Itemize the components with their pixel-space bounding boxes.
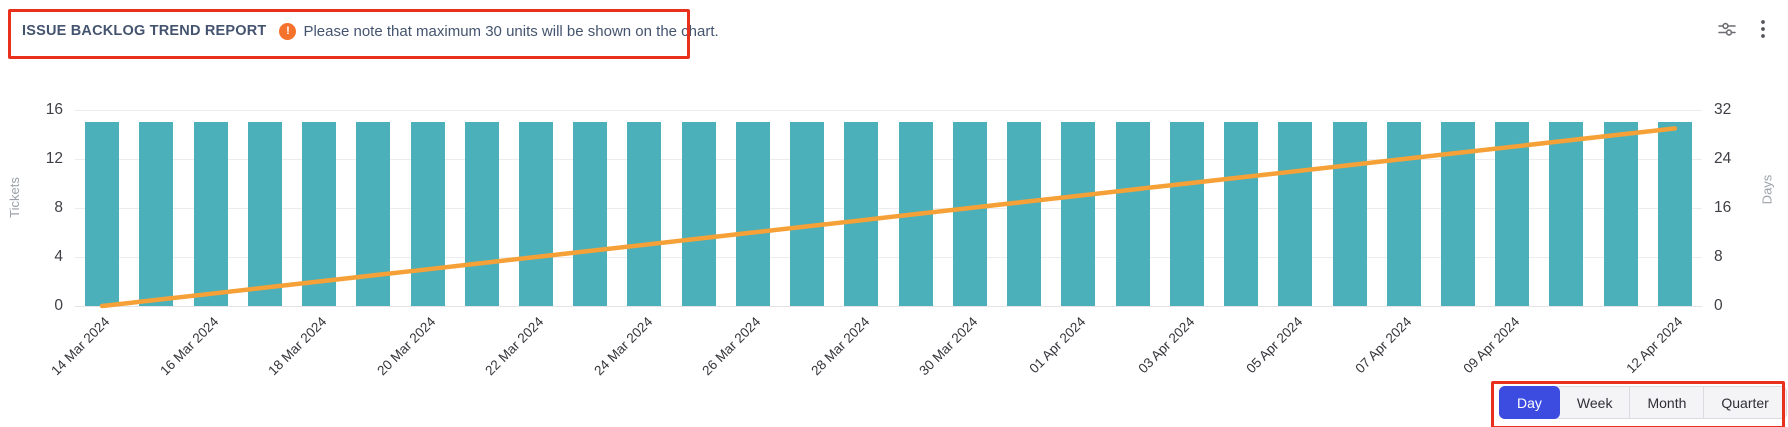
- bar-series-tickets: [75, 110, 1702, 306]
- bar[interactable]: [302, 122, 337, 306]
- left-axis-title: Tickets: [6, 177, 22, 218]
- axis-tick-label: 0: [54, 297, 63, 314]
- bar[interactable]: [844, 122, 879, 306]
- axis-tick-label: 16: [1714, 199, 1732, 216]
- bar[interactable]: [790, 122, 825, 306]
- bar[interactable]: [1549, 122, 1584, 306]
- bar[interactable]: [464, 122, 499, 306]
- note-text: Please note that maximum 30 units will b…: [303, 22, 719, 40]
- chart-plot-area: [75, 110, 1702, 309]
- bar[interactable]: [573, 122, 608, 306]
- x-axis-date-label: 09 Apr 2024: [1460, 314, 1523, 377]
- x-axis-date-label: 30 Mar 2024: [916, 314, 981, 379]
- bar[interactable]: [1061, 122, 1096, 306]
- gridline: [75, 208, 1702, 209]
- left-axis-ticks: 16 12 8 4 0: [0, 101, 63, 314]
- bar[interactable]: [410, 122, 445, 306]
- axis-tick-label: 8: [1714, 248, 1723, 265]
- bar[interactable]: [139, 122, 174, 306]
- max-units-note: ! Please note that maximum 30 units will…: [279, 22, 719, 40]
- bar[interactable]: [1115, 122, 1150, 306]
- x-axis-date-label: 16 Mar 2024: [156, 314, 222, 379]
- bar[interactable]: [518, 122, 553, 306]
- gridline: [75, 257, 1702, 258]
- x-axis-date-label: 14 Mar 2024: [48, 314, 113, 379]
- page-title: ISSUE BACKLOG TREND REPORT: [22, 23, 267, 39]
- gridline: [75, 110, 1702, 111]
- period-button-day[interactable]: Day: [1499, 386, 1560, 419]
- x-axis-date-label: 24 Mar 2024: [590, 314, 656, 379]
- right-axis-title: Days: [1759, 174, 1775, 205]
- axis-tick-label: 32: [1714, 101, 1732, 118]
- period-button-week[interactable]: Week: [1560, 387, 1631, 418]
- bar[interactable]: [1224, 122, 1259, 306]
- axis-tick-label: 8: [54, 199, 63, 216]
- axis-tick-label: 4: [54, 248, 63, 265]
- period-toggle-group: Day Week Month Quarter: [1499, 386, 1787, 419]
- alert-circle-icon: !: [279, 22, 297, 40]
- bar[interactable]: [1278, 122, 1313, 306]
- axis-tick-label: 24: [1714, 150, 1732, 167]
- bar[interactable]: [1169, 122, 1204, 306]
- x-axis-date-label: 05 Apr 2024: [1243, 314, 1306, 377]
- axis-tick-label: 0: [1714, 297, 1723, 314]
- period-button-month[interactable]: Month: [1630, 387, 1705, 418]
- bar[interactable]: [247, 122, 282, 306]
- x-axis-date-label: 26 Mar 2024: [699, 314, 764, 379]
- bar[interactable]: [627, 122, 662, 306]
- bar[interactable]: [735, 122, 770, 306]
- bar[interactable]: [1495, 122, 1530, 306]
- kebab-menu-icon[interactable]: [1760, 18, 1766, 40]
- x-axis-date-label: 28 Mar 2024: [807, 314, 872, 379]
- bar[interactable]: [1332, 122, 1367, 306]
- report-header: ISSUE BACKLOG TREND REPORT ! Please note…: [22, 0, 719, 62]
- x-axis-date-label: 20 Mar 2024: [373, 314, 439, 379]
- x-axis-date-label: 03 Apr 2024: [1135, 314, 1198, 377]
- bar[interactable]: [193, 122, 228, 306]
- bar[interactable]: [952, 122, 987, 306]
- chart-toolbar: [1716, 18, 1766, 40]
- x-axis-date-label: 12 Apr 2024: [1623, 314, 1686, 377]
- bar[interactable]: [1007, 122, 1042, 306]
- x-axis-date-label: 22 Mar 2024: [482, 314, 547, 379]
- period-button-quarter[interactable]: Quarter: [1704, 387, 1785, 418]
- filter-sliders-icon[interactable]: [1716, 18, 1738, 40]
- bar[interactable]: [85, 122, 120, 306]
- gridline: [75, 306, 1702, 307]
- bar[interactable]: [681, 122, 716, 306]
- bar[interactable]: [1657, 122, 1692, 306]
- axis-tick-label: 12: [45, 150, 63, 167]
- x-axis-date-label: 07 Apr 2024: [1352, 314, 1415, 377]
- axis-tick-label: 16: [45, 101, 63, 118]
- x-axis-date-label: 18 Mar 2024: [265, 314, 330, 379]
- gridline: [75, 159, 1702, 160]
- x-axis-date-label: 01 Apr 2024: [1026, 314, 1089, 377]
- bar[interactable]: [1386, 122, 1421, 306]
- line-series-days: [99, 126, 1678, 309]
- bar[interactable]: [1603, 122, 1638, 306]
- right-axis-ticks: 32 24 16 8 0: [1714, 101, 1754, 314]
- x-axis-labels: 14 Mar 2024 16 Mar 2024 18 Mar 2024 20 Mar …: [49, 314, 1702, 384]
